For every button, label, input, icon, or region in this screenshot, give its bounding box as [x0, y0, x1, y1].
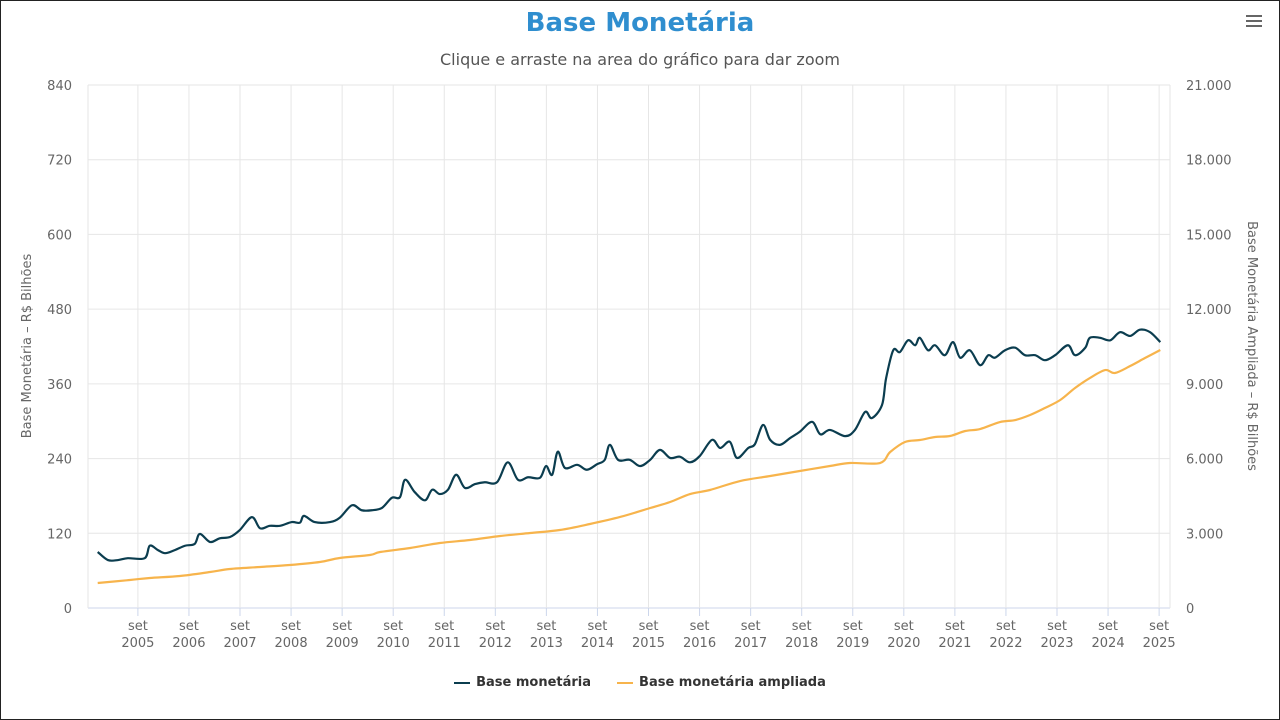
x-tick-month: set: [332, 619, 352, 634]
y-axis-label-right: Base Monetária Ampliada – R$ Bilhões: [1244, 221, 1259, 471]
x-tick-month: set: [485, 619, 505, 634]
x-tick-month: set: [179, 619, 199, 634]
x-tick-year: 2005: [121, 636, 154, 651]
x-tick-year: 2018: [785, 636, 818, 651]
x-tick-year: 2013: [530, 636, 563, 651]
series-line-base-monet-ria: [96, 328, 1162, 562]
x-tick-month: set: [690, 619, 710, 634]
y-tick-right: 12.000: [1186, 303, 1232, 318]
x-tick-month: set: [741, 619, 761, 634]
x-tick-month: set: [1149, 619, 1169, 634]
x-tick-month: set: [792, 619, 812, 634]
legend-swatch: [617, 681, 634, 684]
x-tick-year: 2022: [989, 636, 1022, 651]
x-tick-year: 2011: [428, 636, 461, 651]
y-tick-right: 9.000: [1186, 378, 1223, 393]
y-tick-left: 240: [47, 453, 72, 468]
x-tick-month: set: [281, 619, 301, 634]
chart-title: Base Monetária: [525, 8, 755, 38]
y-tick-left: 600: [47, 228, 72, 243]
x-tick-year: 2015: [632, 636, 665, 651]
x-tick-month: set: [588, 619, 608, 634]
y-tick-right: 3.000: [1186, 527, 1223, 542]
x-tick-year: 2024: [1092, 636, 1125, 651]
x-tick-year: 2021: [938, 636, 971, 651]
legend: Base monetária Base monetária ampliada: [0, 675, 1280, 690]
series-line-base-monet-ria-ampliada: [97, 349, 1161, 585]
x-tick-month: set: [230, 619, 250, 634]
x-tick-month: set: [894, 619, 914, 634]
y-tick-left: 360: [47, 378, 72, 393]
y-tick-left: 840: [47, 79, 72, 94]
y-tick-left: 720: [47, 154, 72, 169]
x-tick-year: 2010: [377, 636, 410, 651]
x-tick-year: 2012: [479, 636, 512, 651]
x-tick-year: 2020: [887, 636, 920, 651]
legend-label: Base monetária: [476, 675, 592, 690]
legend-item-base-monetaria[interactable]: Base monetária: [454, 675, 591, 690]
chart-subtitle: Clique e arraste na area do gráfico para…: [440, 50, 840, 69]
hamburger-menu-icon[interactable]: [1246, 12, 1262, 30]
x-tick-month: set: [945, 619, 965, 634]
x-tick-year: 2017: [734, 636, 767, 651]
x-tick-year: 2009: [326, 636, 359, 651]
y-tick-left: 120: [47, 527, 72, 542]
x-tick-month: set: [996, 619, 1016, 634]
y-axis-label-left: Base Monetária – R$ Bilhões: [20, 254, 35, 439]
y-tick-right: 6.000: [1186, 453, 1223, 468]
x-tick-month: set: [1098, 619, 1118, 634]
x-tick-year: 2025: [1143, 636, 1176, 651]
x-tick-month: set: [843, 619, 863, 634]
x-tick-month: set: [1047, 619, 1067, 634]
x-tick-year: 2006: [172, 636, 205, 651]
x-tick-year: 2007: [223, 636, 256, 651]
y-tick-right: 21.000: [1186, 79, 1232, 94]
legend-item-base-monetaria-ampliada[interactable]: Base monetária ampliada: [617, 675, 826, 690]
legend-label: Base monetária ampliada: [639, 675, 826, 690]
y-tick-right: 15.000: [1186, 228, 1232, 243]
x-tick-year: 2023: [1040, 636, 1073, 651]
x-tick-year: 2014: [581, 636, 614, 651]
x-tick-month: set: [536, 619, 556, 634]
x-tick-year: 2019: [836, 636, 869, 651]
x-tick-month: set: [639, 619, 659, 634]
x-tick-month: set: [434, 619, 454, 634]
legend-swatch: [454, 681, 471, 684]
x-tick-month: set: [128, 619, 148, 634]
y-tick-right: 18.000: [1186, 154, 1232, 169]
x-tick-year: 2008: [275, 636, 308, 651]
y-tick-right: 0: [1186, 602, 1194, 617]
y-tick-left: 480: [47, 303, 72, 318]
x-tick-year: 2016: [683, 636, 716, 651]
x-tick-month: set: [383, 619, 403, 634]
y-tick-left: 0: [64, 602, 72, 617]
